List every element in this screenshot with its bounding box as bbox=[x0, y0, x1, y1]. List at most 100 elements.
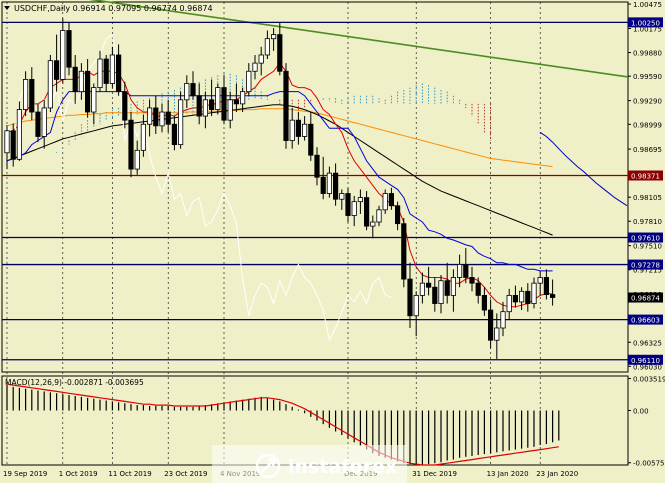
candle-body-bear bbox=[221, 87, 227, 121]
x-tick-label: 23 Jan 2020 bbox=[536, 470, 578, 478]
candle bbox=[419, 272, 426, 304]
chart-header: USDCHF,Daily 0.96914 0.97095 0.96774 0.9… bbox=[4, 4, 213, 13]
candle-body-bull bbox=[184, 83, 190, 101]
price-plot bbox=[1, 0, 629, 465]
candle bbox=[370, 215, 376, 239]
candle-body-bull bbox=[258, 54, 264, 64]
candle-body-bear bbox=[487, 309, 494, 341]
price-axis: 1.00475 1.00175 0.99880 0.99590 0.99290 0.989… bbox=[628, 1, 665, 468]
candle-body-bear bbox=[425, 282, 432, 288]
price-tag-label: 0.96603 bbox=[631, 317, 660, 325]
candle-body-bull bbox=[16, 109, 23, 160]
candle bbox=[289, 107, 295, 149]
candle-body-bull bbox=[506, 294, 512, 313]
x-tick-label: 13 Jan 2020 bbox=[487, 470, 529, 478]
candle bbox=[463, 248, 469, 284]
candle bbox=[339, 189, 345, 210]
candle bbox=[184, 75, 190, 108]
candle-body-bull bbox=[456, 264, 463, 278]
candle bbox=[413, 291, 419, 337]
candle bbox=[506, 288, 512, 320]
candle-body-bull bbox=[134, 149, 140, 170]
candle bbox=[22, 71, 29, 117]
y-tick-label: 0.96030 bbox=[633, 363, 662, 371]
candle bbox=[196, 83, 202, 125]
y-tick-label: 0.96325 bbox=[633, 339, 662, 347]
price-plot-frame bbox=[1, 1, 629, 373]
candle-body-bear bbox=[469, 277, 475, 284]
candle-body-bear bbox=[463, 264, 469, 278]
candle-body-bull bbox=[357, 197, 364, 203]
candle bbox=[543, 269, 550, 300]
candle bbox=[252, 54, 258, 80]
candle-body-bull bbox=[326, 172, 333, 194]
candle bbox=[258, 46, 264, 76]
watermark-bg bbox=[212, 445, 407, 483]
candle bbox=[215, 83, 221, 115]
candle bbox=[351, 195, 357, 227]
candle-body-bull bbox=[413, 294, 419, 317]
candle bbox=[332, 163, 339, 206]
candle bbox=[320, 156, 326, 200]
trendline bbox=[89, 0, 629, 78]
candle-body-bull bbox=[47, 60, 54, 109]
candle-body-bull bbox=[60, 30, 66, 80]
candle bbox=[109, 46, 115, 88]
y-tick-label: 0.98105 bbox=[633, 194, 662, 202]
candle-body-bear bbox=[345, 193, 351, 216]
candle-body-bull bbox=[41, 107, 47, 137]
candle-body-bull bbox=[500, 311, 506, 329]
candle-body-bear bbox=[165, 111, 171, 125]
candle bbox=[345, 187, 351, 223]
candle bbox=[357, 189, 364, 214]
candle-body-bull bbox=[252, 62, 258, 72]
candle-body-bull bbox=[227, 99, 233, 121]
candle bbox=[41, 99, 47, 149]
instaforex-logo-icon bbox=[255, 453, 281, 479]
candle bbox=[444, 262, 450, 304]
candle bbox=[456, 254, 463, 288]
candle-body-bull bbox=[339, 193, 345, 200]
candle bbox=[60, 18, 66, 84]
candle bbox=[171, 116, 177, 151]
y-tick-label: 1.00475 bbox=[633, 1, 662, 9]
candle-body-bull bbox=[109, 54, 115, 84]
candle-body-bear bbox=[208, 99, 215, 110]
candle bbox=[475, 277, 481, 304]
macd-signal-line bbox=[6, 383, 559, 466]
candle bbox=[531, 277, 537, 309]
candle bbox=[239, 87, 246, 113]
candle bbox=[537, 270, 543, 296]
candle-body-bear bbox=[407, 278, 413, 317]
candle-body-bear bbox=[35, 111, 41, 137]
candle-body-bear bbox=[29, 79, 35, 113]
blue-moving-average bbox=[539, 131, 628, 207]
candle-body-bear bbox=[388, 193, 395, 207]
candle bbox=[47, 54, 54, 113]
kijun-sen-line bbox=[6, 91, 553, 272]
candle-body-bull bbox=[91, 87, 97, 113]
candle bbox=[165, 99, 171, 133]
collapse-triangle-icon[interactable] bbox=[4, 6, 10, 10]
candle bbox=[512, 285, 519, 308]
orange-moving-average bbox=[6, 108, 553, 168]
candle-body-bear bbox=[103, 58, 109, 84]
candle bbox=[301, 116, 308, 141]
candle-body-bear bbox=[233, 99, 239, 105]
candle bbox=[128, 112, 134, 178]
candle-body-bear bbox=[332, 172, 339, 200]
candle-body-bull bbox=[519, 290, 525, 303]
candle-body-bull bbox=[246, 70, 252, 93]
candle-body-bull bbox=[450, 277, 457, 296]
candle-body-bear bbox=[122, 91, 128, 121]
candle bbox=[91, 83, 97, 125]
candle-body-bear bbox=[475, 282, 481, 296]
candle-body-bull bbox=[146, 107, 153, 125]
y-tick-label: 0.99590 bbox=[633, 73, 662, 81]
candle-body-bull bbox=[4, 130, 10, 154]
candle-body-bear bbox=[190, 83, 196, 97]
price-tag-label: 0.96110 bbox=[631, 357, 660, 365]
candle bbox=[202, 91, 208, 129]
candle-body-bull bbox=[270, 34, 277, 40]
